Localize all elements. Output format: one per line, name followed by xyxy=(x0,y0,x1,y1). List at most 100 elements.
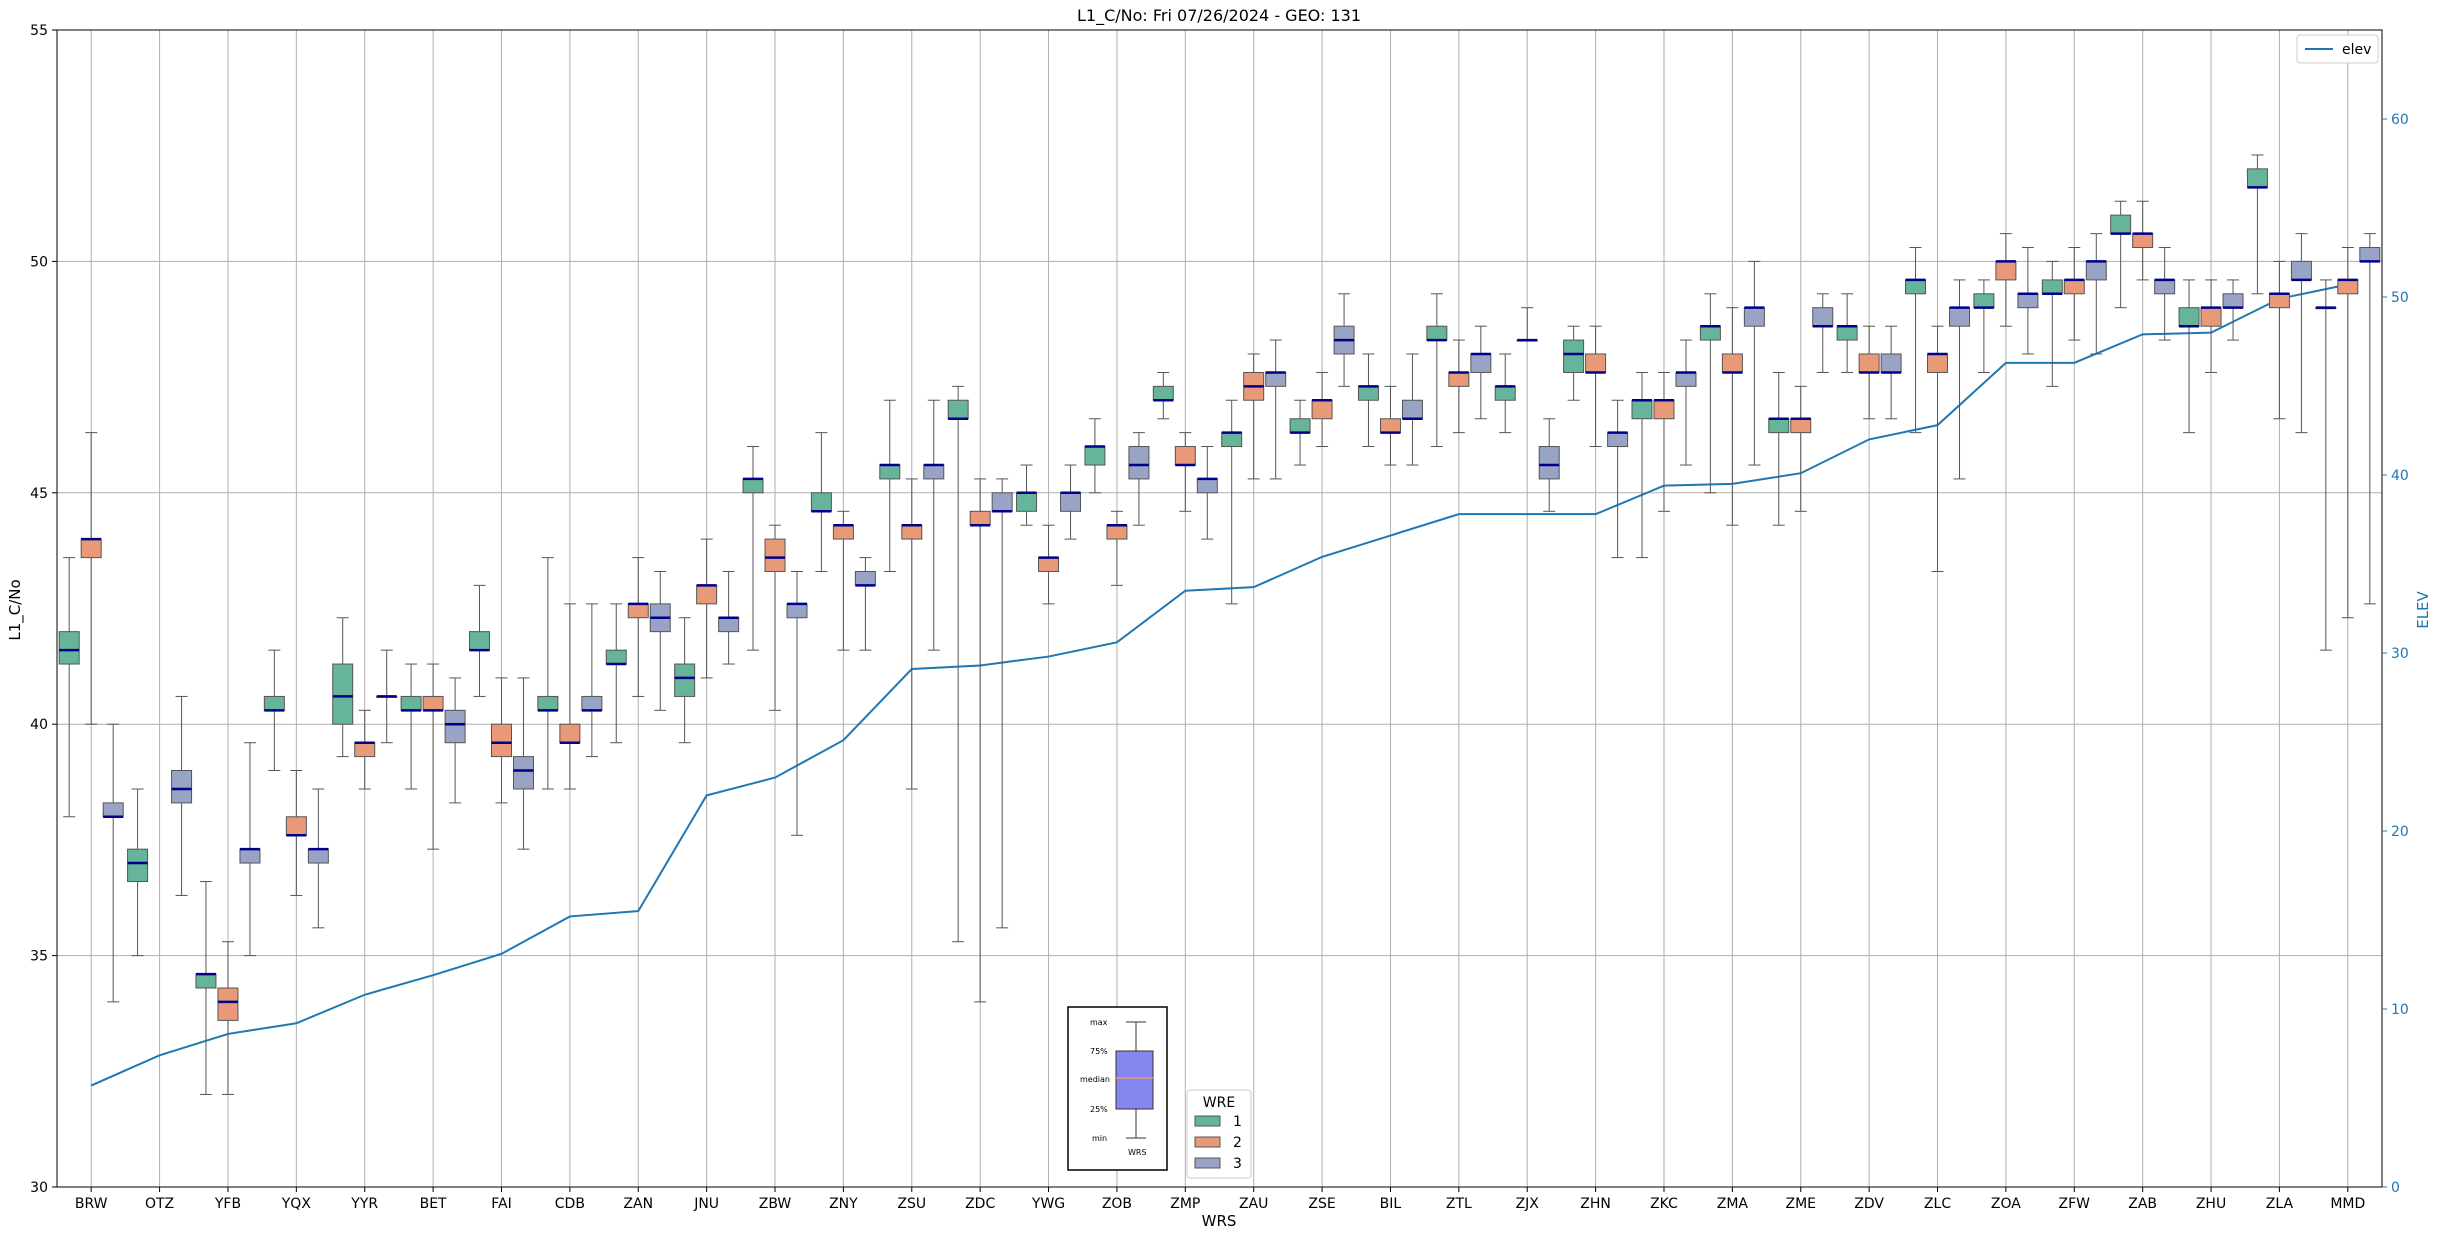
box-body xyxy=(2359,247,2381,262)
box-ZNY-wre-3 xyxy=(854,557,876,651)
x-tick-label: YYR xyxy=(350,1196,378,1212)
box-ZKC-wre-3 xyxy=(1675,339,1697,466)
x-tick-label: YQX xyxy=(281,1196,312,1212)
y-tick-label: 55 xyxy=(30,23,48,39)
box-FAI-wre-2 xyxy=(490,677,512,804)
box-YWG-wre-2 xyxy=(1038,524,1060,605)
box-body xyxy=(764,538,786,572)
box-body xyxy=(354,742,376,758)
box-body xyxy=(422,695,444,711)
box-YWG-wre-1 xyxy=(1016,464,1038,526)
box-ZTL-wre-3 xyxy=(1470,325,1492,420)
box-YFB-wre-3 xyxy=(239,742,261,957)
box-body xyxy=(991,492,1013,512)
box-ZME-wre-3 xyxy=(1812,293,1834,373)
x-tick-label: OTZ xyxy=(145,1196,174,1212)
box-ZMP-wre-3 xyxy=(1196,446,1218,540)
box-body xyxy=(537,695,559,711)
legend-wre-label-1: 1 xyxy=(1233,1114,1242,1130)
y2-tick-label: 40 xyxy=(2391,468,2409,484)
box-body xyxy=(239,848,261,864)
box-body xyxy=(1880,353,1902,373)
inset-label-q1: 25% xyxy=(1090,1105,1108,1114)
box-BIL-wre-2 xyxy=(1379,385,1401,466)
box-ZKC-wre-2 xyxy=(1653,371,1675,512)
box-body xyxy=(2246,168,2268,188)
box-ZAU-wre-2 xyxy=(1243,353,1265,480)
x-tick-label: ZDV xyxy=(1854,1196,1884,1212)
inset-label-max: max xyxy=(1090,1018,1108,1027)
box-ZSE-wre-2 xyxy=(1311,371,1333,448)
x-tick-label: ZLC xyxy=(1924,1196,1951,1212)
box-body xyxy=(1128,446,1150,480)
box-ZAU-wre-3 xyxy=(1265,339,1287,480)
box-ZSE-wre-3 xyxy=(1333,293,1355,387)
box-ZSU-wre-3 xyxy=(923,399,945,651)
box-body xyxy=(2178,307,2200,327)
box-ZJX-wre-3 xyxy=(1538,418,1560,512)
box-body xyxy=(1607,432,1629,448)
box-body xyxy=(854,570,876,586)
box-ZDC-wre-1 xyxy=(947,385,969,943)
y2-tick-label: 30 xyxy=(2391,646,2409,662)
x-tick-label: ZLA xyxy=(2266,1196,2294,1212)
box-body xyxy=(127,848,149,883)
box-body xyxy=(1812,307,1834,327)
box-body xyxy=(1675,371,1697,387)
box-body xyxy=(559,723,581,744)
box-body xyxy=(1016,492,1038,512)
x-tick-label: ZSE xyxy=(1308,1196,1335,1212)
box-ZDC-wre-3 xyxy=(991,478,1013,929)
box-BET-wre-3 xyxy=(444,677,466,804)
box-body xyxy=(58,631,80,665)
box-body xyxy=(1265,371,1287,387)
box-ZAN-wre-3 xyxy=(649,570,671,711)
box-ZMA-wre-2 xyxy=(1721,307,1743,526)
box-body xyxy=(332,663,354,725)
box-body xyxy=(1721,353,1743,373)
box-body xyxy=(969,510,991,526)
box-BET-wre-1 xyxy=(400,663,422,790)
box-body xyxy=(1494,385,1516,401)
box-body xyxy=(1401,399,1423,420)
box-ZHN-wre-1 xyxy=(1563,325,1585,401)
box-body xyxy=(2041,279,2063,295)
x-tick-label: BET xyxy=(420,1196,447,1212)
box-OTZ-wre-1 xyxy=(127,788,149,957)
box-body xyxy=(1905,279,1927,295)
box-body xyxy=(400,695,422,711)
box-body xyxy=(581,695,603,711)
box-body xyxy=(627,603,649,619)
box-body xyxy=(1995,260,2017,281)
box-ZFW-wre-3 xyxy=(2085,233,2107,355)
box-ZHN-wre-2 xyxy=(1585,325,1607,448)
box-body xyxy=(2154,279,2176,295)
y2-tick-label: 50 xyxy=(2391,290,2409,306)
box-BRW-wre-2 xyxy=(80,432,102,725)
box-ZAB-wre-1 xyxy=(2110,200,2132,309)
x-tick-label: CDB xyxy=(555,1196,585,1212)
x-tick-label: ZSU xyxy=(897,1196,926,1212)
legend-wre-label-2: 2 xyxy=(1233,1135,1242,1151)
box-BIL-wre-1 xyxy=(1357,353,1379,448)
box-OTZ-wre-3 xyxy=(171,695,193,896)
x-tick-label: YFB xyxy=(214,1196,241,1212)
elevation-line xyxy=(90,283,2349,1087)
box-ZMP-wre-1 xyxy=(1152,371,1174,420)
box-body xyxy=(742,478,764,494)
x-tick-label: ZDC xyxy=(965,1196,995,1212)
box-ZMA-wre-1 xyxy=(1699,293,1721,494)
box-ZBW-wre-1 xyxy=(742,446,764,651)
x-axis-label: WRS xyxy=(1202,1212,1237,1230)
legend-elev: elev xyxy=(2296,34,2379,64)
box-ZBW-wre-2 xyxy=(764,524,786,711)
box-ZOB-wre-2 xyxy=(1106,510,1128,586)
box-body xyxy=(1743,307,1765,327)
y-tick-label: 40 xyxy=(30,717,48,733)
y2-axis-label: ELEV xyxy=(2414,590,2432,628)
x-tick-label: BRW xyxy=(75,1196,108,1212)
box-ZAN-wre-1 xyxy=(605,603,627,744)
x-tick-label: ZMA xyxy=(1717,1196,1749,1212)
legend-elev-frame xyxy=(2296,34,2379,64)
box-body xyxy=(605,649,627,665)
